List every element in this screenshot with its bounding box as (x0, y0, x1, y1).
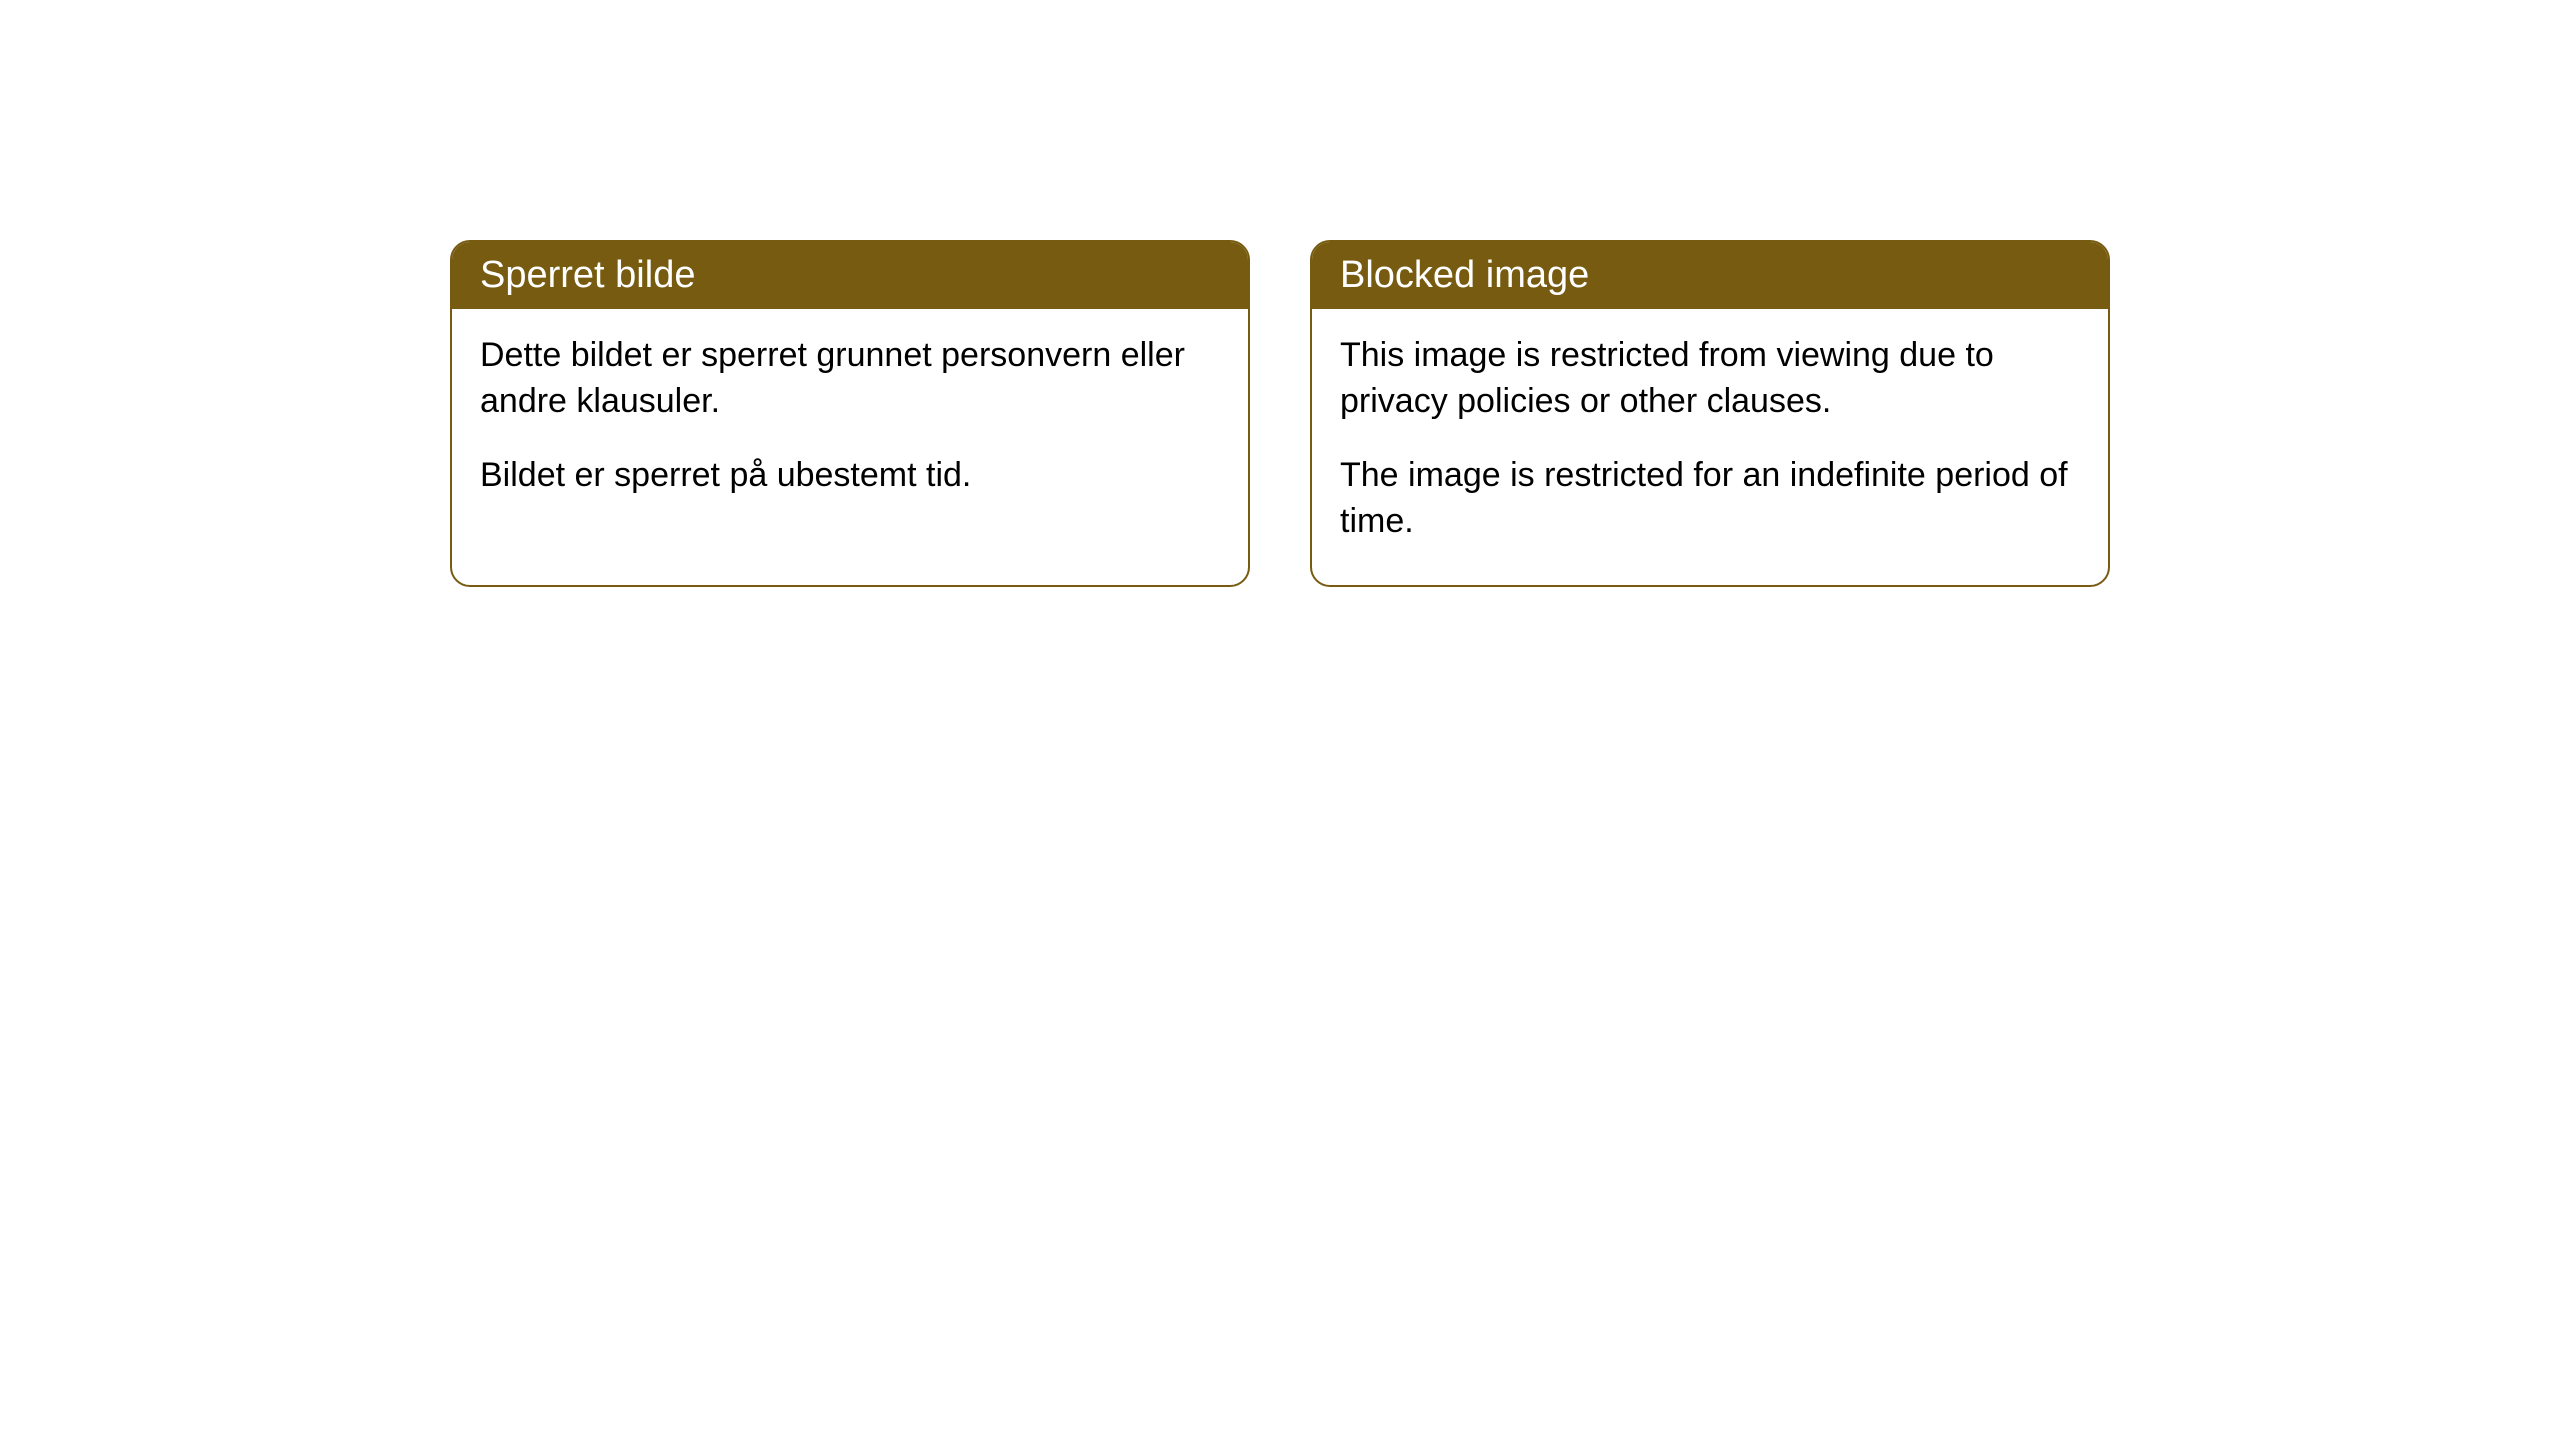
card-body-english: This image is restricted from viewing du… (1312, 309, 2108, 585)
card-body-norwegian: Dette bildet er sperret grunnet personve… (452, 309, 1248, 539)
card-paragraph: Bildet er sperret på ubestemt tid. (480, 453, 1220, 499)
card-paragraph: Dette bildet er sperret grunnet personve… (480, 333, 1220, 425)
card-header-norwegian: Sperret bilde (452, 242, 1248, 309)
card-paragraph: This image is restricted from viewing du… (1340, 333, 2080, 425)
card-header-english: Blocked image (1312, 242, 2108, 309)
card-paragraph: The image is restricted for an indefinit… (1340, 453, 2080, 545)
blocked-image-card-norwegian: Sperret bilde Dette bildet er sperret gr… (450, 240, 1250, 587)
notice-cards-container: Sperret bilde Dette bildet er sperret gr… (450, 240, 2110, 587)
blocked-image-card-english: Blocked image This image is restricted f… (1310, 240, 2110, 587)
